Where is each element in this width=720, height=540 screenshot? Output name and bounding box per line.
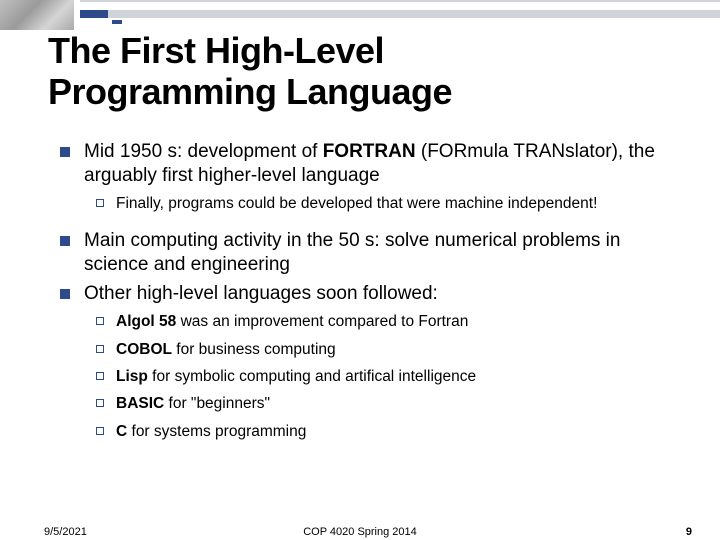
bullet-text: Mid 1950 s: development of FORTRAN (FORm… <box>84 140 670 188</box>
text-span: for symbolic computing and artifical int… <box>148 368 476 385</box>
bullet-text: Lisp for symbolic computing and artifica… <box>116 367 476 386</box>
text-bold: COBOL <box>116 341 172 358</box>
bullet-marker-hollow <box>96 372 104 380</box>
bullet-text: Algol 58 was an improvement compared to … <box>116 312 468 331</box>
bullet-marker-hollow <box>96 317 104 325</box>
title-line-2: Programming Language <box>48 71 452 112</box>
bullet-text: Main computing activity in the 50 s: sol… <box>84 229 670 277</box>
bullet-item: Mid 1950 s: development of FORTRAN (FORm… <box>60 140 670 188</box>
bullet-text: Finally, programs could be developed tha… <box>116 194 597 213</box>
bullet-marker-filled <box>60 147 70 157</box>
sub-bullet-item: Algol 58 was an improvement compared to … <box>96 312 670 331</box>
bullet-marker-filled <box>60 289 70 299</box>
footer-page-number: 9 <box>686 526 692 538</box>
bullet-marker-hollow <box>96 427 104 435</box>
text-span: for "beginners" <box>164 395 270 412</box>
text-bold: FORTRAN <box>323 141 416 162</box>
bullet-item: Main computing activity in the 50 s: sol… <box>60 229 670 277</box>
slide-title: The First High-Level Programming Languag… <box>48 30 452 113</box>
header-strip <box>80 0 720 2</box>
header-blue-accent-2 <box>112 20 122 24</box>
text-span: was an improvement compared to Fortran <box>176 313 468 330</box>
bullet-marker-hollow <box>96 345 104 353</box>
bullet-text: BASIC for "beginners" <box>116 394 270 413</box>
text-bold: C <box>116 423 127 440</box>
bullet-item: Other high-level languages soon followed… <box>60 282 670 306</box>
bullet-text: COBOL for business computing <box>116 340 336 359</box>
header-blue-accent-1 <box>80 10 108 18</box>
bullet-marker-hollow <box>96 399 104 407</box>
text-span: Mid 1950 s: development of <box>84 141 323 162</box>
header-decoration <box>0 0 720 32</box>
text-bold: Algol 58 <box>116 313 176 330</box>
sub-bullet-item: BASIC for "beginners" <box>96 394 670 413</box>
text-span: for business computing <box>172 341 336 358</box>
text-span: for systems programming <box>127 423 306 440</box>
text-bold: Lisp <box>116 368 148 385</box>
header-gray-box <box>80 10 720 18</box>
sub-bullet-item: Lisp for symbolic computing and artifica… <box>96 367 670 386</box>
sub-bullet-item: Finally, programs could be developed tha… <box>96 194 670 213</box>
text-bold: BASIC <box>116 395 164 412</box>
bullet-text: C for systems programming <box>116 422 306 441</box>
slide-content: Mid 1950 s: development of FORTRAN (FORm… <box>60 140 670 449</box>
bullet-marker-hollow <box>96 199 104 207</box>
title-line-1: The First High-Level <box>48 30 384 71</box>
bullet-marker-filled <box>60 236 70 246</box>
footer-course: COP 4020 Spring 2014 <box>0 526 720 538</box>
sub-bullet-item: COBOL for business computing <box>96 340 670 359</box>
bullet-text: Other high-level languages soon followed… <box>84 282 438 306</box>
header-image <box>0 0 74 30</box>
sub-bullet-item: C for systems programming <box>96 422 670 441</box>
